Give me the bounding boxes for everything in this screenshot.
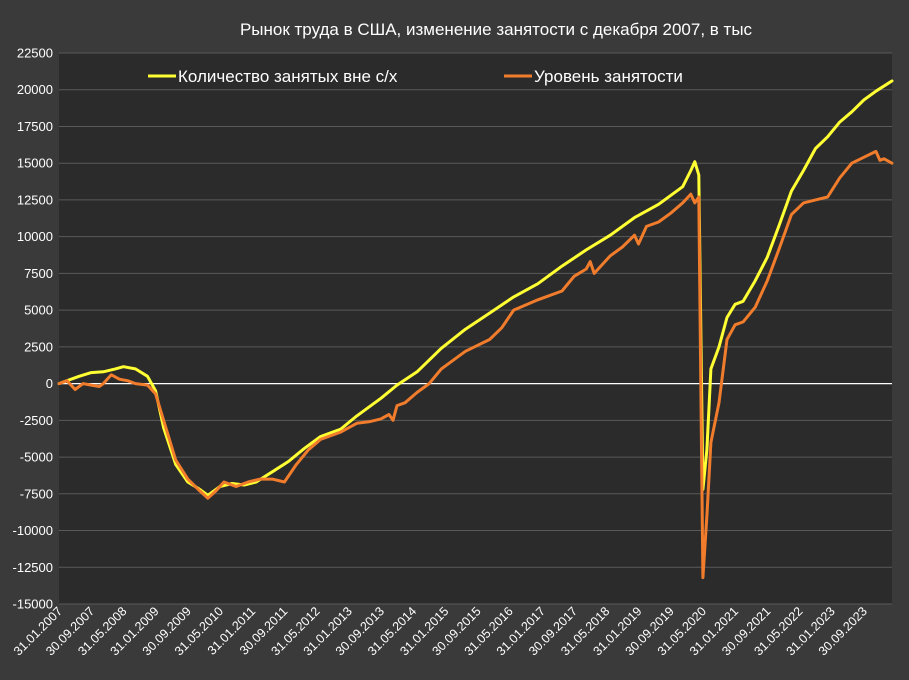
y-axis-ticks: 22500 20000 17500 15000 12500 10000 7500 5000 25… xyxy=(13,46,53,612)
y-tick-label: 12500 xyxy=(17,192,53,207)
y-tick-label: -10000 xyxy=(13,523,53,538)
y-tick-label: 22500 xyxy=(17,46,53,61)
y-tick-label: 17500 xyxy=(17,119,53,134)
y-tick-label: 7500 xyxy=(24,266,53,281)
legend-label-employment-level: Уровень занятости xyxy=(534,67,683,86)
legend-label-employment-nonfarm: Количество занятых вне с/х xyxy=(178,67,398,86)
y-tick-label: 10000 xyxy=(17,229,53,244)
y-tick-label: 2500 xyxy=(24,339,53,354)
y-tick-label: 15000 xyxy=(17,156,53,171)
y-tick-label: -15000 xyxy=(13,597,53,612)
y-tick-label: -7500 xyxy=(20,486,53,501)
y-tick-label: 0 xyxy=(46,376,53,391)
legend: Количество занятых вне с/х Уровень занят… xyxy=(148,67,683,86)
y-tick-label: 20000 xyxy=(17,82,53,97)
plot-area xyxy=(59,53,892,604)
series-line-employment-level xyxy=(57,149,894,580)
y-tick-label: -5000 xyxy=(20,450,53,465)
y-tick-label: -12500 xyxy=(13,560,53,575)
y-tick-label: -2500 xyxy=(20,413,53,428)
y-tick-label: 5000 xyxy=(24,303,53,318)
chart-title: Рынок труда в США, изменение занятости с… xyxy=(240,20,753,39)
series-lines xyxy=(57,79,894,580)
grid-lines xyxy=(59,52,892,605)
